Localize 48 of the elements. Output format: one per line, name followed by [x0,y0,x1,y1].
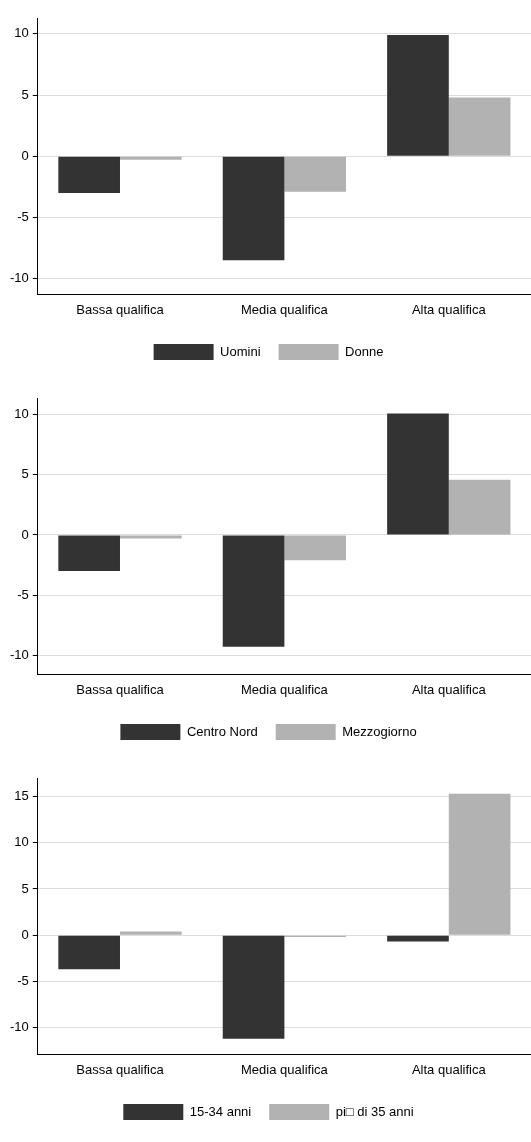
bar [387,413,449,535]
y-tick-label: -5 [17,972,29,988]
bar [58,935,120,970]
y-tick-label: 5 [21,86,29,102]
bar [448,793,511,935]
x-tick-label: Media qualifica [241,1061,329,1077]
x-tick-label: Media qualifica [241,301,329,317]
y-tick-label: -10 [9,270,29,286]
bar [222,935,285,1039]
bar [448,97,511,156]
legend-label: Mezzogiorno [342,723,417,739]
y-tick-label: 10 [14,834,29,850]
legend-label: Uomini [220,343,261,359]
bar [222,535,285,647]
y-tick-label: 0 [21,526,29,542]
y-tick-label: 0 [21,147,29,163]
legend-label: Donne [345,343,384,359]
x-tick-label: Bassa qualifica [76,301,165,317]
bar [58,156,120,193]
y-tick-label: -10 [9,1019,29,1035]
legend-label: pi□ di 35 anni [335,1103,414,1119]
bar [222,156,285,261]
bar [387,935,449,942]
y-tick-label: 10 [14,406,29,422]
x-tick-label: Bassa qualifica [76,681,165,697]
bar [119,931,182,935]
legend-label: Centro Nord [186,723,258,739]
bar [284,535,347,561]
x-tick-label: Bassa qualifica [76,1061,165,1077]
y-tick-label: 0 [21,926,29,942]
y-tick-label: 15 [14,788,29,804]
y-tick-label: 5 [21,880,29,896]
bar [58,535,120,572]
y-tick-label: 10 [14,25,29,41]
x-tick-label: Alta qualifica [411,1061,487,1077]
bar [119,156,182,160]
y-tick-label: 5 [21,466,29,482]
bar [119,535,182,539]
x-tick-label: Media qualifica [241,681,329,697]
bar [387,35,449,156]
bar [284,156,347,192]
bar [448,479,511,535]
y-tick-label: -10 [9,646,29,662]
y-tick-label: -5 [17,208,29,224]
x-tick-label: Alta qualifica [411,301,487,317]
x-tick-label: Alta qualifica [411,681,487,697]
y-tick-label: -5 [17,586,29,602]
legend-label: 15-34 anni [189,1103,252,1119]
